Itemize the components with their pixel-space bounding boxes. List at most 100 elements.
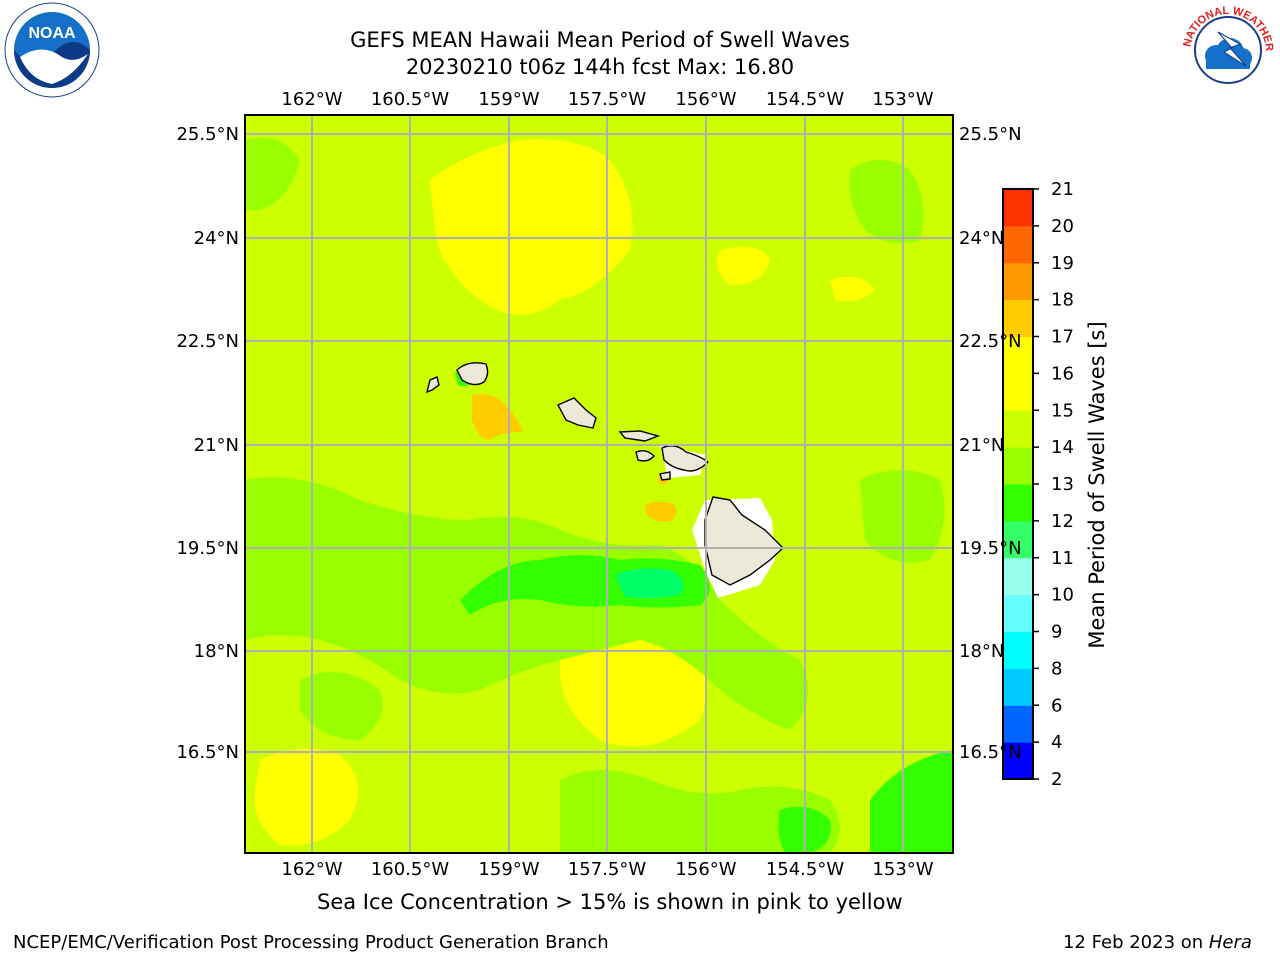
colorbar-tick-label: 8 (1051, 658, 1062, 679)
lat-label: 19.5°N (176, 538, 239, 559)
colorbar-segment (1003, 668, 1033, 706)
field-region-springgreen (615, 568, 684, 599)
colorbar-segment (1003, 262, 1033, 301)
colorbar-tick-label: 11 (1051, 548, 1074, 569)
colorbar-tick-label: 16 (1051, 363, 1074, 384)
lon-label: 156°W (675, 859, 736, 880)
colorbar-tick-label: 17 (1051, 327, 1074, 348)
colorbar-segment (1003, 447, 1033, 485)
swell-period-field (245, 115, 953, 853)
lon-label: 159°W (478, 89, 539, 110)
colorbar-segment (1003, 299, 1033, 337)
lat-label: 16.5°N (176, 742, 239, 763)
lat-label: 25.5°N (959, 124, 1022, 145)
lat-label: 24°N (194, 228, 239, 249)
island-niihau (425, 376, 440, 394)
lon-label: 157.5°W (568, 859, 647, 880)
field-region-yellow-east2 (830, 276, 875, 302)
lat-labels-right: 25.5°N 24°N 22.5°N 21°N 19.5°N 18°N 16.5… (959, 124, 1022, 763)
colorbar-segment (1003, 705, 1033, 743)
footer-left: NCEP/EMC/Verification Post Processing Pr… (13, 932, 609, 953)
lon-labels-top: 162°W 160.5°W 159°W 157.5°W 156°W 154.5°… (281, 89, 933, 110)
colorbar-tick-label: 19 (1051, 253, 1074, 274)
footer-host: Hera (1208, 932, 1252, 953)
island-molokai (618, 430, 661, 442)
colorbar: 2 4 6 8 9 10 11 12 13 14 15 16 17 18 19 20 21 (1002, 179, 1074, 790)
footer-date: 12 Feb 2023 on (1063, 932, 1209, 953)
field-region-yellow-north (430, 139, 633, 315)
colorbar-tick-label: 4 (1051, 732, 1062, 753)
field-region-yellow-south (254, 748, 358, 846)
field-region-lightgreen-n (245, 137, 300, 210)
graticule (245, 115, 953, 853)
lon-label: 159°W (478, 859, 539, 880)
lat-label: 21°N (959, 435, 1004, 456)
colorbar-tick-label: 12 (1051, 511, 1074, 532)
noaa-logo-text: NOAA (28, 25, 76, 42)
lat-label: 18°N (194, 641, 239, 662)
field-region-lightgreen-south (560, 770, 840, 853)
colorbar-tick-label: 13 (1051, 474, 1074, 495)
colorbar-segment (1003, 189, 1033, 227)
island-oahu (557, 397, 597, 429)
colorbar-segment (1003, 225, 1033, 264)
lat-labels-left: 25.5°N 24°N 22.5°N 21°N 19.5°N 18°N 16.5… (176, 124, 239, 763)
lon-label: 162°W (281, 89, 342, 110)
lat-label: 19.5°N (959, 538, 1022, 559)
colorbar-segment (1003, 594, 1033, 632)
colorbar-tick-label: 2 (1051, 769, 1062, 790)
lon-label: 160.5°W (371, 859, 450, 880)
colorbar-segment (1003, 631, 1033, 669)
sea-ice-note: Sea Ice Concentration > 15% is shown in … (317, 890, 903, 914)
nws-logo: NATIONAL WEATHER SERVICE (1174, 0, 1278, 106)
field-region-lightgreen-ne (849, 160, 924, 244)
colorbar-segment (1003, 410, 1033, 448)
field-region-yellow-center (560, 630, 707, 747)
colorbar-tick-label: 14 (1051, 437, 1074, 458)
lon-label: 156°W (675, 89, 736, 110)
lon-label: 157.5°W (568, 89, 647, 110)
lat-label: 22.5°N (959, 331, 1022, 352)
lon-label: 160.5°W (371, 89, 450, 110)
colorbar-segment (1003, 557, 1033, 596)
colorbar-tick-label: 10 (1051, 585, 1074, 606)
field-region-green-se (870, 750, 953, 853)
island-lanai (635, 449, 655, 462)
colorbar-tick-label: 9 (1051, 622, 1062, 643)
noaa-logo: NOAA (2, 2, 102, 106)
lon-labels-bottom: 162°W 160.5°W 159°W 157.5°W 156°W 154.5°… (281, 859, 933, 880)
lat-label: 24°N (959, 228, 1004, 249)
lon-label: 162°W (281, 859, 342, 880)
colorbar-tick-label: 21 (1051, 179, 1074, 200)
field-region-orange-maui-south (645, 501, 677, 522)
map-title: GEFS MEAN Hawaii Mean Period of Swell Wa… (350, 28, 850, 52)
colorbar-tick-label: 15 (1051, 400, 1074, 421)
island-kauai (456, 362, 489, 386)
colorbar-segment (1003, 520, 1033, 559)
lat-label: 18°N (959, 641, 1004, 662)
lon-label: 153°W (872, 859, 933, 880)
island-maui (661, 445, 710, 472)
lat-label: 25.5°N (176, 124, 239, 145)
colorbar-segment (1003, 742, 1033, 780)
lat-label: 16.5°N (959, 742, 1022, 763)
colorbar-segment (1003, 484, 1033, 522)
lat-label: 22.5°N (176, 331, 239, 352)
lat-label: 21°N (194, 435, 239, 456)
colorbar-tick-label: 20 (1051, 216, 1074, 237)
colorbar-segment (1003, 336, 1033, 374)
lon-label: 154.5°W (766, 89, 845, 110)
field-region-lightgreen-w (300, 672, 383, 740)
lon-label: 154.5°W (766, 859, 845, 880)
colorbar-tick-label: 18 (1051, 290, 1074, 311)
island-kahoolawe (659, 471, 671, 481)
lon-label: 153°W (872, 89, 933, 110)
colorbar-segment (1003, 373, 1033, 411)
field-region-lightgreen-mid (245, 477, 808, 730)
plot-frame (244, 114, 954, 854)
colorbar-tick-label: 6 (1051, 695, 1062, 716)
footer-right: 12 Feb 2023 on Hera (1063, 932, 1252, 953)
field-region-yellow-east (716, 246, 770, 285)
map-subtitle: 20230210 t06z 144h fcst Max: 16.80 (405, 55, 795, 79)
